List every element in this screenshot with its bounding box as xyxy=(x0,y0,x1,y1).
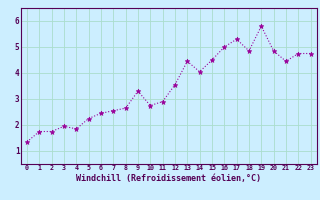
X-axis label: Windchill (Refroidissement éolien,°C): Windchill (Refroidissement éolien,°C) xyxy=(76,174,261,183)
